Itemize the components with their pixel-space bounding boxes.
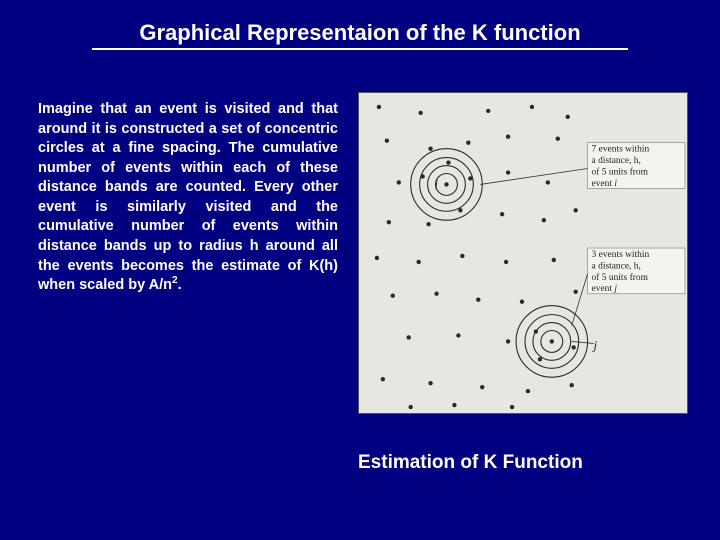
- svg-text:i: i: [435, 176, 439, 191]
- slide-title: Graphical Representaion of the K functio…: [92, 20, 628, 50]
- svg-text:event j: event j: [592, 284, 618, 294]
- svg-text:7 events within: 7 events within: [592, 145, 650, 155]
- svg-text:event i: event i: [592, 179, 618, 189]
- diagram-svg: ij7 events withina distance, h,of 5 unit…: [359, 93, 687, 413]
- k-function-diagram: ij7 events withina distance, h,of 5 unit…: [358, 92, 688, 414]
- body-tail: .: [178, 277, 182, 293]
- svg-text:of 5 units from: of 5 units from: [592, 272, 649, 283]
- diagram-caption: Estimation of K Function: [358, 452, 583, 474]
- svg-text:3 events within: 3 events within: [592, 250, 650, 260]
- body-paragraph: Imagine that an event is visited and tha…: [38, 100, 338, 296]
- svg-text:j: j: [592, 337, 598, 352]
- svg-text:a distance, h,: a distance, h,: [592, 156, 641, 166]
- svg-text:a distance, h,: a distance, h,: [592, 261, 641, 271]
- svg-text:of 5 units from: of 5 units from: [592, 166, 649, 177]
- body-text-main: Imagine that an event is visited and tha…: [38, 101, 338, 293]
